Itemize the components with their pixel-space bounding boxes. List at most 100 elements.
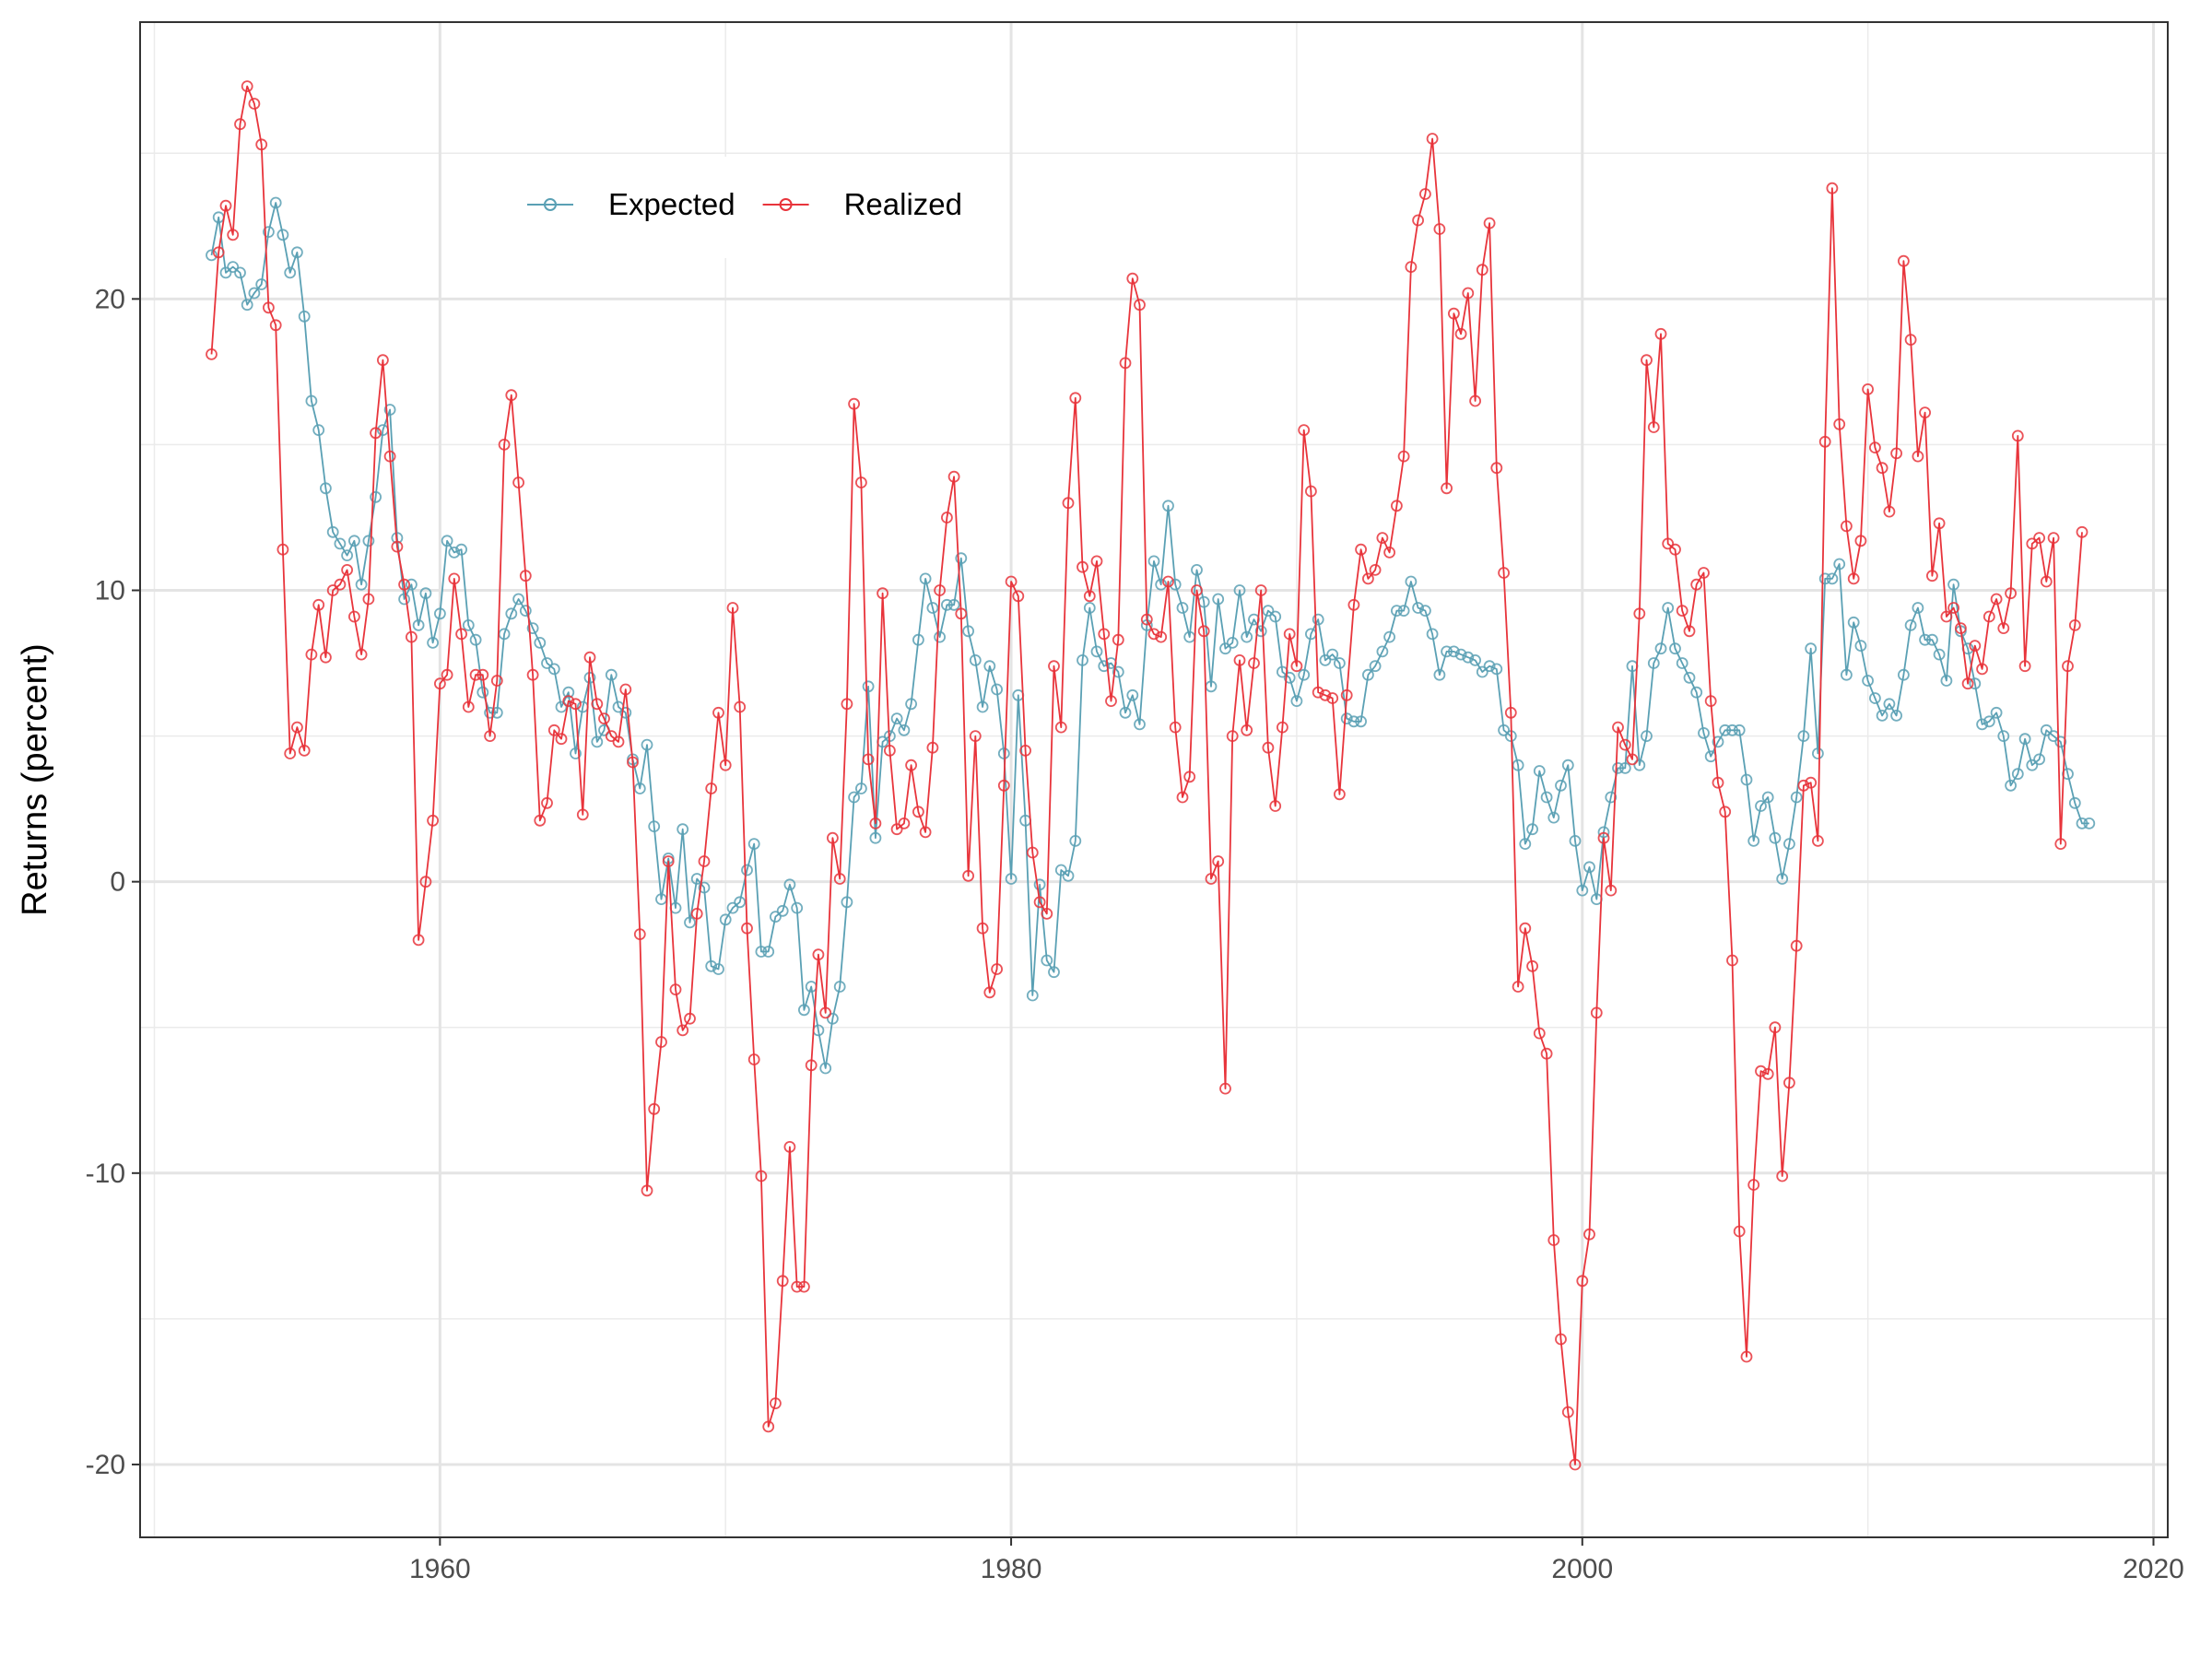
data-point-expected bbox=[1326, 648, 1339, 661]
data-point-expected bbox=[1119, 706, 1132, 719]
data-point-realized bbox=[648, 1102, 661, 1115]
data-point-expected bbox=[1191, 564, 1203, 576]
data-point-realized bbox=[2062, 660, 2074, 673]
data-point-expected bbox=[827, 1012, 839, 1025]
data-point-expected bbox=[1947, 578, 1960, 591]
data-point-expected bbox=[1976, 718, 1989, 731]
data-point-realized bbox=[1426, 133, 1439, 145]
data-point-realized bbox=[298, 745, 311, 757]
data-point-expected bbox=[1690, 686, 1703, 699]
data-point-realized bbox=[1626, 753, 1639, 766]
data-point-realized bbox=[1405, 261, 1418, 274]
data-point-expected bbox=[1041, 954, 1053, 967]
data-point-realized bbox=[427, 814, 440, 827]
data-point-expected bbox=[1083, 602, 1096, 614]
data-point-realized bbox=[641, 1184, 653, 1197]
data-point-expected bbox=[641, 738, 653, 751]
data-point-realized bbox=[833, 873, 846, 885]
data-point-expected bbox=[1126, 688, 1139, 701]
data-point-realized bbox=[1854, 535, 1867, 547]
data-point-expected bbox=[1262, 605, 1275, 617]
data-point-realized bbox=[347, 610, 360, 623]
data-point-realized bbox=[419, 876, 432, 888]
data-point-expected bbox=[677, 823, 689, 836]
data-point-realized bbox=[1155, 630, 1168, 643]
data-point-expected bbox=[1897, 668, 1910, 681]
data-point-expected bbox=[2076, 818, 2088, 830]
data-point-expected bbox=[926, 602, 939, 614]
data-point-realized bbox=[1561, 1406, 1574, 1418]
data-point-realized bbox=[305, 648, 318, 661]
data-point-realized bbox=[1105, 695, 1117, 707]
data-point-expected bbox=[1561, 759, 1574, 771]
data-point-realized bbox=[1890, 447, 1903, 460]
data-point-realized bbox=[1633, 607, 1646, 620]
data-point-expected bbox=[1641, 730, 1653, 742]
data-point-expected bbox=[298, 310, 311, 323]
data-point-realized bbox=[1919, 406, 1932, 419]
data-point-expected bbox=[2018, 733, 2031, 746]
data-point-expected bbox=[1997, 730, 2010, 742]
data-point-expected bbox=[755, 946, 768, 958]
data-point-expected bbox=[1647, 657, 1660, 669]
data-point-realized bbox=[862, 753, 875, 766]
data-point-realized bbox=[1248, 657, 1260, 669]
data-point-realized bbox=[1041, 908, 1053, 920]
data-point-expected bbox=[269, 196, 282, 209]
data-point-realized bbox=[206, 347, 218, 360]
y-tick-label: 0 bbox=[110, 867, 125, 898]
data-point-realized bbox=[1454, 327, 1467, 340]
data-point-expected bbox=[412, 619, 425, 631]
data-point-realized bbox=[1969, 640, 1982, 652]
data-point-expected bbox=[747, 838, 760, 850]
data-point-realized bbox=[1841, 520, 1853, 533]
data-point-expected bbox=[1347, 715, 1360, 728]
data-point-expected bbox=[1169, 578, 1182, 591]
data-point-expected bbox=[855, 782, 867, 794]
data-point-expected bbox=[684, 916, 696, 929]
data-point-realized bbox=[719, 759, 732, 771]
data-point-realized bbox=[805, 1059, 818, 1072]
data-point-realized bbox=[1340, 688, 1353, 701]
data-point-expected bbox=[791, 901, 804, 914]
x-tick-label: 1960 bbox=[409, 1554, 471, 1584]
data-point-realized bbox=[1747, 1179, 1760, 1191]
data-point-realized bbox=[1290, 660, 1303, 673]
data-point-realized bbox=[1283, 628, 1296, 641]
data-point-realized bbox=[1683, 625, 1696, 638]
data-point-expected bbox=[619, 706, 632, 719]
data-point-expected bbox=[1490, 663, 1503, 676]
data-point-realized bbox=[941, 512, 953, 524]
series-layer bbox=[206, 80, 2096, 1471]
data-point-expected bbox=[1805, 642, 1818, 655]
data-point-expected bbox=[734, 896, 747, 909]
data-point-expected bbox=[326, 525, 339, 538]
data-point-realized bbox=[919, 826, 932, 839]
data-point-realized bbox=[1112, 633, 1124, 646]
data-point-realized bbox=[1326, 692, 1339, 704]
data-point-realized bbox=[1254, 584, 1267, 596]
data-point-expected bbox=[1355, 715, 1367, 728]
data-point-realized bbox=[633, 928, 646, 940]
data-point-expected bbox=[334, 537, 347, 550]
data-point-realized bbox=[248, 98, 261, 110]
data-point-realized bbox=[976, 922, 989, 935]
data-point-realized bbox=[705, 782, 718, 794]
data-point-realized bbox=[1469, 394, 1481, 407]
data-point-realized bbox=[1925, 570, 1938, 582]
data-point-realized bbox=[1547, 1234, 1560, 1246]
legend-item-expected: Expected bbox=[527, 187, 735, 221]
data-point-realized bbox=[547, 724, 560, 736]
data-point-realized bbox=[1412, 214, 1424, 227]
data-point-realized bbox=[1797, 779, 1810, 792]
data-point-realized bbox=[1005, 575, 1018, 588]
data-point-realized bbox=[383, 450, 396, 463]
data-point-realized bbox=[726, 602, 739, 614]
data-point-realized bbox=[1590, 1006, 1603, 1019]
data-point-expected bbox=[206, 249, 218, 262]
data-point-expected bbox=[1412, 602, 1424, 614]
data-point-expected bbox=[1397, 605, 1410, 617]
data-point-realized bbox=[1134, 299, 1146, 312]
data-point-expected bbox=[955, 552, 968, 565]
data-point-realized bbox=[1183, 771, 1196, 783]
